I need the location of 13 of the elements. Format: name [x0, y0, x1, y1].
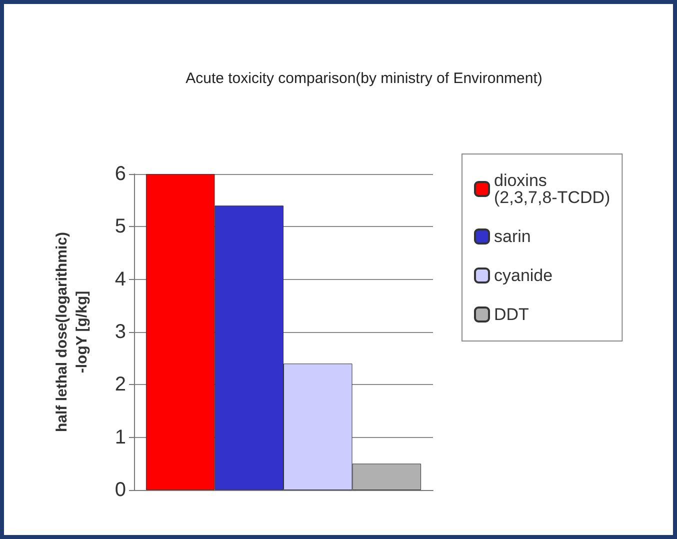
legend-label: cyanide: [494, 266, 553, 285]
legend-label: sarin: [494, 227, 531, 246]
y-tick-label: 5: [114, 216, 126, 238]
y-tick-label: 6: [114, 163, 126, 185]
y-tick-label: 0: [114, 479, 126, 501]
chart-title: Acute toxicity comparison(by ministry of Environment): [186, 70, 542, 87]
y-tick-label: 1: [114, 426, 126, 448]
y-tick-label: 3: [114, 321, 126, 343]
y-tick-label: 2: [114, 374, 126, 396]
y-tick-label: 4: [114, 268, 126, 290]
y-axis-title: half lethal dose(logarithmic) -logY [g/kg]: [54, 232, 90, 432]
legend-label: dioxins (2,3,7,8-TCDD): [494, 171, 610, 207]
legend-label: DDT: [494, 305, 529, 324]
